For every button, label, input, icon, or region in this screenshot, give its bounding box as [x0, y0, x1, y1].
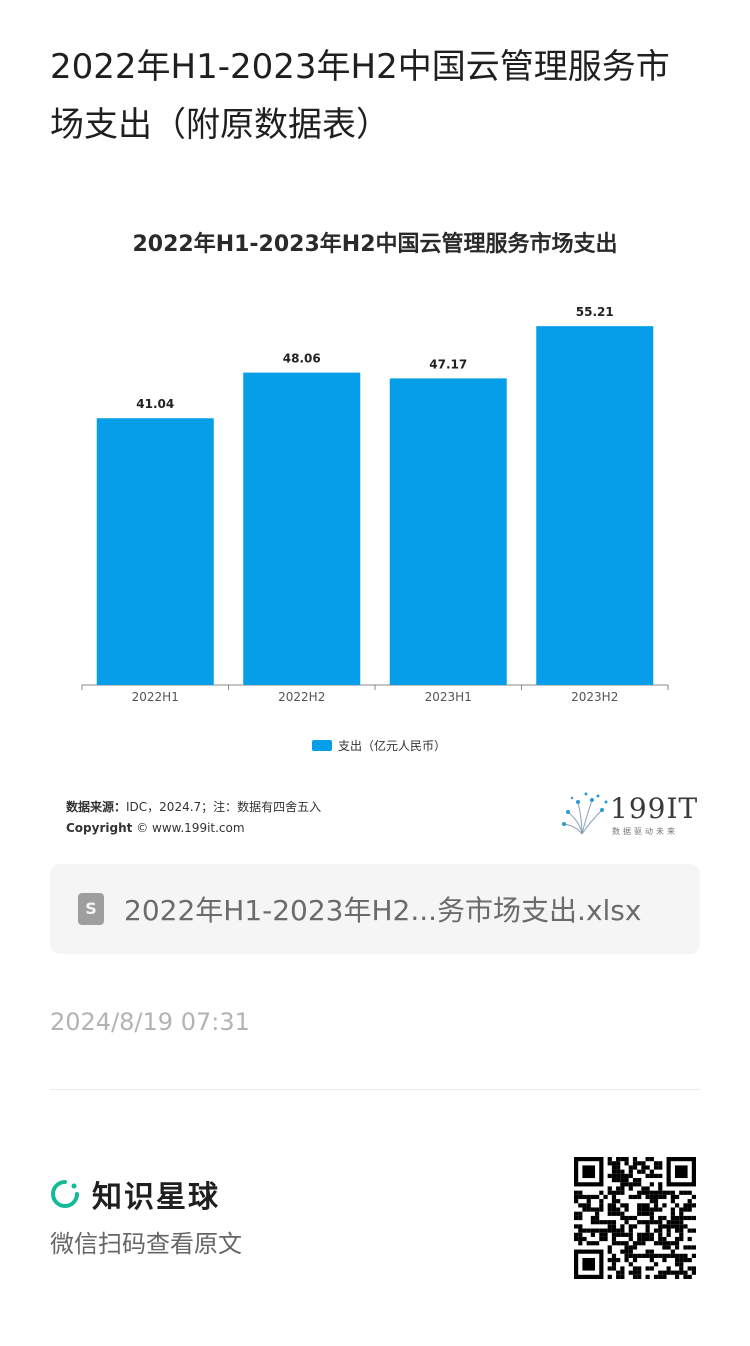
brand-logo: 199IT 数据驱动未来 [560, 790, 700, 840]
bar-2022H1 [96, 418, 214, 685]
data-label-2023H2: 55.21 [576, 305, 614, 319]
planet-ring-icon [51, 1180, 79, 1208]
brand-slogan: 数据驱动未来 [612, 827, 678, 836]
knowledge-planet-logo: 知识星球 [50, 1172, 220, 1216]
attachment-card[interactable]: S 2022年H1-2023年H2...务市场支出.xlsx [50, 864, 700, 954]
spreadsheet-file-icon: S [78, 893, 104, 925]
legend-swatch [312, 740, 332, 751]
source-label: 数据来源： [66, 800, 127, 814]
chart-legend: 支出（亿元人民币） [312, 737, 446, 754]
attachment-file-name[interactable]: 2022年H1-2023年H2...务市场支出.xlsx [124, 894, 642, 927]
scan-hint: 微信扫码查看原文 [50, 1230, 242, 1258]
brand-name: 199IT [610, 792, 699, 825]
chart-title: 2022年H1-2023年H2中国云管理服务市场支出 [132, 232, 618, 257]
dandelion-icon [562, 792, 608, 835]
x-tick-label-2022H1: 2022H1 [132, 690, 179, 704]
bar-2023H2 [536, 326, 654, 685]
x-tick-label-2023H2: 2023H2 [571, 690, 618, 704]
divider [50, 1089, 700, 1090]
bar-2022H2 [243, 372, 361, 685]
copyright-label: Copyright [66, 821, 133, 835]
x-tick-label-2023H1: 2023H1 [425, 690, 472, 704]
legend-label: 支出（亿元人民币） [338, 739, 447, 753]
copyright-text: © www.199it.com [136, 821, 245, 835]
source-text: IDC，2024.7；注：数据有四舍五入 [126, 800, 322, 814]
data-label-2022H2: 48.06 [283, 352, 321, 366]
page-title: 2022年H1-2023年H2中国云管理服务市场支出（附原数据表） [50, 47, 670, 145]
app-name: 知识星球 [92, 1180, 220, 1215]
qr-code[interactable] [574, 1157, 696, 1279]
bar-chart: 41.04 2022H1 48.06 2022H2 47.17 2023H1 55.21 20… [81, 305, 669, 704]
data-label-2023H1: 47.17 [429, 357, 467, 371]
post-timestamp: 2024/8/19 07:31 [50, 1008, 250, 1036]
x-tick-label-2022H2: 2022H2 [278, 690, 325, 704]
data-source: 数据来源：IDC，2024.7；注：数据有四舍五入 Copyright © ww… [66, 797, 321, 839]
bar-2023H1 [389, 378, 507, 685]
chart-container: 2022年H1-2023年H2中国云管理服务市场支出 41.04 2022H1 48… [0, 200, 750, 860]
data-label-2022H1: 41.04 [136, 397, 174, 411]
